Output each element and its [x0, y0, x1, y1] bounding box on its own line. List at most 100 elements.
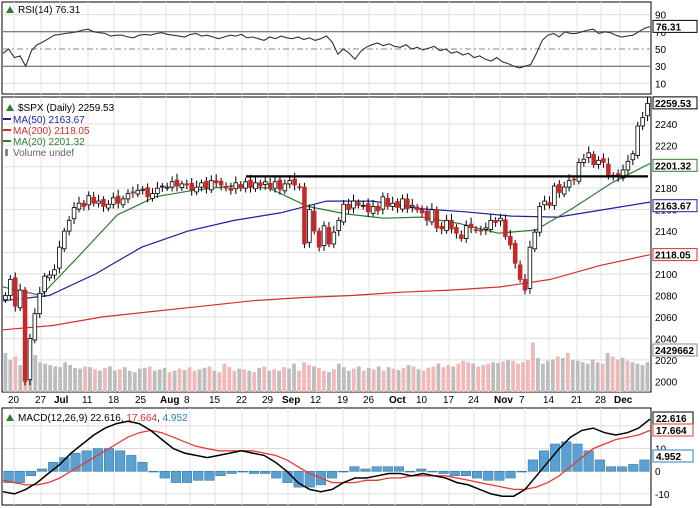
candle-body [62, 230, 67, 250]
volume-bar [267, 370, 272, 392]
macd-hist-bar [639, 459, 650, 472]
macd-hist-bar [81, 450, 92, 472]
volume-bar [575, 360, 580, 392]
candle-body [326, 226, 332, 245]
legend-label: MA(200) 2118.05 [13, 126, 90, 137]
macd-title: MACD(12,26,9) 22.616, 17.664, 4.952 [18, 413, 188, 424]
candle-body [346, 203, 351, 211]
candle-body [189, 182, 194, 191]
x-tick-label: Jul [54, 395, 69, 406]
volume-bar [630, 362, 635, 392]
volume-bar [446, 365, 451, 392]
volume-bar [147, 366, 152, 392]
volume-bar [336, 363, 341, 392]
volume-bar [600, 363, 605, 392]
candle-body [184, 183, 190, 186]
rsi-tick-label: 30 [655, 62, 667, 73]
candle-body [145, 187, 150, 198]
candle-body [52, 269, 57, 276]
x-tick-label: 21 [571, 395, 583, 406]
price-value-label: 2429662 [655, 346, 694, 357]
volume-bar [257, 367, 262, 392]
volume-bar [580, 362, 585, 392]
price-value-label: 2118.05 [655, 251, 691, 262]
macd-hist-bar [271, 470, 282, 479]
candle-body [390, 202, 395, 207]
macd-hist-bar [327, 470, 338, 479]
macd-hist-bar [538, 450, 550, 472]
candle-body [307, 209, 312, 243]
volume-bar [187, 367, 192, 392]
rsi-tick-label: 90 [655, 11, 667, 22]
candlesticks [3, 97, 650, 386]
candle-body [439, 225, 444, 230]
volume-bar [570, 360, 575, 392]
macd-hist-bar [304, 470, 315, 488]
volume-bar [590, 359, 595, 392]
x-tick-label: 25 [135, 395, 147, 406]
macd-hist-bar [193, 470, 204, 481]
volume-bar [625, 360, 630, 392]
macd-value: 22.616 [90, 413, 121, 424]
volume-bar [43, 363, 48, 392]
volume-bar [640, 365, 645, 392]
volume-bar [142, 367, 147, 392]
macd-value-label: 4.952 [656, 452, 681, 463]
macd-hist-bar [282, 470, 293, 483]
volume-bar [610, 356, 615, 392]
macd-hist-bar [148, 470, 159, 473]
x-tick-label: 10 [416, 395, 428, 406]
volume-bar [585, 363, 590, 392]
candle-body [488, 219, 493, 230]
candle-body [267, 182, 273, 189]
volume-bar [58, 367, 63, 392]
ma50-line [2, 200, 651, 302]
macd-hist-bar [393, 466, 405, 472]
volume-bar [376, 366, 381, 392]
candle-body [311, 210, 317, 232]
x-tick-label: 12 [310, 395, 322, 406]
candle-body [640, 116, 645, 127]
candle-body [277, 179, 283, 190]
volume-bar [491, 362, 496, 392]
candle-body [331, 231, 337, 245]
candle-body [282, 183, 288, 192]
candle-body [410, 204, 415, 208]
candle-body [566, 180, 572, 188]
volume-bar [401, 367, 406, 392]
candle-body [508, 236, 513, 246]
macd-hist-bar [260, 470, 271, 474]
volume-bar [501, 361, 505, 392]
macd-hist-bar [628, 464, 639, 472]
volume-bar [327, 372, 331, 392]
rsi-grid [3, 2, 650, 94]
volume-bar [531, 342, 535, 392]
macd-hist-bar [237, 470, 248, 473]
candle-body [3, 295, 8, 301]
candle-body [194, 186, 199, 193]
macd-hist-bar [338, 470, 349, 473]
price-value-box [652, 96, 698, 110]
signal-value: 17.664 [126, 413, 157, 424]
candle-body [42, 275, 47, 293]
candle-body [12, 277, 18, 307]
macd-label: MACD(12,26,9) [18, 413, 87, 424]
price-tick-label: 2000 [655, 377, 678, 388]
volume-bar [461, 360, 466, 392]
price-legend: $SPX (Daily) 2259.53 MA(50) 2163.67MA(20… [3, 103, 115, 159]
candle-body [620, 169, 626, 179]
macd-hist-bar [371, 466, 382, 472]
candle-body [106, 203, 111, 209]
candle-body [209, 180, 214, 191]
candle-body [204, 180, 209, 189]
x-tick-label: 22 [236, 395, 248, 406]
price-tick-label: 2100 [655, 270, 678, 281]
candle-body [287, 180, 293, 185]
x-tick-label: 24 [468, 395, 480, 406]
volume-bar [68, 365, 72, 392]
volume-bar [431, 366, 436, 392]
candle-body [468, 223, 474, 229]
x-tick-label: Oct [389, 395, 406, 406]
candle-body [47, 274, 52, 279]
rsi-tick-label: 50 [655, 45, 667, 56]
